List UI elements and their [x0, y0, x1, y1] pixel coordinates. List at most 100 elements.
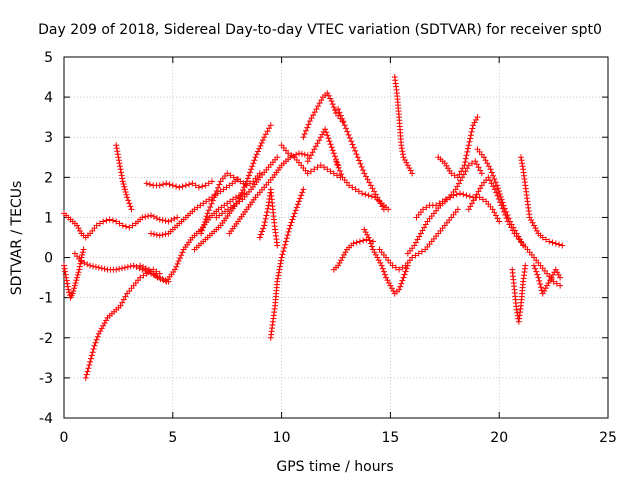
- data-point-fill: [262, 215, 269, 222]
- data-point: [169, 182, 176, 189]
- data-point: [513, 230, 520, 237]
- data-point-fill: [64, 283, 71, 290]
- data-point-fill: [338, 257, 345, 264]
- data-point: [494, 182, 501, 189]
- data-point-fill: [240, 186, 247, 193]
- data-point-fill: [519, 160, 526, 167]
- data-point-fill: [486, 177, 493, 184]
- data-point-fill: [298, 192, 305, 199]
- data-point: [396, 286, 403, 293]
- y-tick-label: -2: [39, 331, 53, 347]
- data-point: [478, 170, 485, 177]
- data-point-fill: [423, 204, 430, 211]
- data-point-fill: [101, 320, 108, 327]
- data-point: [546, 238, 553, 245]
- data-point: [139, 266, 146, 273]
- data-point-fill: [536, 277, 543, 284]
- data-point: [550, 278, 557, 285]
- data-point-fill: [142, 267, 149, 274]
- data-point: [63, 274, 70, 281]
- data-point-fill: [534, 271, 541, 278]
- data-point: [454, 174, 461, 181]
- data-point-fill: [532, 265, 539, 272]
- data-point-fill: [406, 164, 413, 171]
- data-point: [398, 142, 405, 149]
- data-point-fill: [381, 271, 388, 278]
- data-point: [274, 278, 281, 285]
- data-point: [243, 182, 250, 189]
- data-point-fill: [157, 275, 164, 282]
- data-point-fill: [505, 215, 512, 222]
- data-point-fill: [465, 145, 472, 152]
- data-point-fill: [457, 177, 464, 184]
- data-point-fill: [117, 163, 124, 170]
- data-point: [472, 194, 479, 201]
- data-point-fill: [119, 299, 126, 306]
- data-point: [211, 194, 218, 201]
- data-point: [287, 222, 294, 229]
- data-point-fill: [459, 165, 466, 172]
- data-point-fill: [379, 203, 386, 210]
- data-point-fill: [401, 156, 408, 163]
- data-point-fill: [371, 188, 378, 195]
- data-point: [548, 274, 555, 281]
- data-point: [420, 206, 427, 213]
- data-point-fill: [312, 143, 319, 150]
- data-point-fill: [301, 151, 308, 158]
- data-point-fill: [259, 228, 266, 235]
- data-point: [282, 238, 289, 245]
- data-point: [76, 266, 83, 273]
- data-point-fill: [186, 181, 193, 188]
- data-point-fill: [290, 213, 297, 220]
- data-point: [91, 342, 98, 349]
- data-point-fill: [96, 220, 103, 227]
- data-point-fill: [304, 124, 311, 131]
- data-point-fill: [233, 176, 240, 183]
- data-point-fill: [281, 244, 288, 251]
- data-point: [333, 158, 339, 165]
- data-point-fill: [321, 164, 328, 171]
- data-point-fill: [178, 252, 185, 259]
- data-point-fill: [153, 215, 160, 222]
- data-point-fill: [372, 191, 379, 198]
- data-point-fill: [501, 205, 508, 212]
- data-point: [165, 218, 172, 225]
- data-point-fill: [458, 168, 465, 175]
- data-point-fill: [240, 180, 247, 187]
- data-point-fill: [407, 167, 414, 174]
- data-point-fill: [503, 208, 510, 215]
- data-point: [113, 218, 120, 225]
- y-tick-label: 3: [44, 130, 53, 146]
- data-point: [78, 258, 85, 265]
- data-point: [182, 182, 189, 189]
- data-point-fill: [419, 227, 426, 234]
- data-point-fill: [504, 212, 511, 219]
- data-point-fill: [537, 281, 544, 288]
- data-point: [230, 174, 237, 181]
- data-point: [326, 138, 333, 145]
- data-point-fill: [518, 239, 525, 246]
- data-point-fill: [510, 224, 517, 231]
- chart-title: Day 209 of 2018, Sidereal Day-to-day VTE…: [38, 22, 602, 38]
- data-point: [354, 154, 361, 161]
- data-point-fill: [253, 151, 260, 158]
- data-point-fill: [264, 205, 271, 212]
- data-point-fill: [466, 138, 473, 145]
- data-point: [531, 262, 538, 269]
- data-point-fill: [122, 189, 129, 196]
- data-point-fill: [263, 212, 270, 219]
- data-point: [224, 170, 231, 177]
- data-point-fill: [171, 215, 178, 222]
- data-point-fill: [274, 275, 281, 282]
- data-point: [304, 170, 311, 177]
- data-point: [330, 170, 337, 177]
- data-point-fill: [86, 362, 93, 369]
- data-point-fill: [362, 229, 369, 236]
- data-point-fill: [310, 112, 317, 119]
- data-point-fill: [491, 175, 498, 182]
- plot-frame: [63, 56, 609, 419]
- data-point: [300, 134, 307, 141]
- data-point-fill: [120, 181, 127, 188]
- data-point-fill: [84, 261, 91, 268]
- data-point-fill: [323, 129, 330, 136]
